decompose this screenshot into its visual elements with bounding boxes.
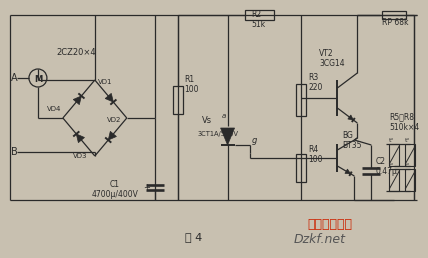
- Polygon shape: [345, 169, 351, 174]
- Text: R2
51k: R2 51k: [252, 10, 266, 29]
- Text: VD3: VD3: [73, 153, 87, 159]
- Polygon shape: [76, 134, 84, 143]
- Text: B: B: [11, 147, 18, 157]
- Text: 3CT1A/500V: 3CT1A/500V: [198, 131, 239, 137]
- Text: Dzkf.net: Dzkf.net: [294, 233, 345, 246]
- Text: VD2: VD2: [107, 117, 121, 123]
- Text: R1
100: R1 100: [184, 75, 199, 94]
- Bar: [172, 86, 183, 114]
- Text: t°: t°: [389, 138, 395, 143]
- Text: BG
BT35: BG BT35: [342, 131, 362, 150]
- Text: R5～R8
510k×4: R5～R8 510k×4: [389, 112, 419, 132]
- Text: t°: t°: [389, 163, 395, 168]
- Polygon shape: [108, 131, 116, 140]
- Text: +: +: [143, 182, 150, 191]
- Text: t°: t°: [405, 163, 411, 168]
- Bar: [405, 169, 415, 191]
- Text: R3
220: R3 220: [309, 72, 323, 92]
- Text: t°: t°: [405, 138, 411, 143]
- Text: 2CZ20×4: 2CZ20×4: [56, 48, 95, 57]
- Bar: [297, 84, 306, 116]
- Text: 电子开发社区: 电子开发社区: [307, 218, 352, 231]
- Polygon shape: [105, 93, 113, 102]
- Polygon shape: [348, 115, 354, 120]
- Bar: [297, 154, 306, 182]
- Text: C2
0.47μ: C2 0.47μ: [375, 157, 397, 176]
- Text: VD4: VD4: [47, 106, 61, 112]
- Text: Vs: Vs: [202, 116, 212, 125]
- Text: VD1: VD1: [98, 79, 112, 85]
- Text: a: a: [222, 113, 226, 119]
- Text: M: M: [34, 75, 42, 84]
- Bar: [389, 169, 399, 191]
- Text: VT2
3CG14: VT2 3CG14: [319, 49, 345, 68]
- Bar: [389, 144, 399, 166]
- Text: RP 68k: RP 68k: [382, 18, 409, 27]
- Polygon shape: [73, 96, 81, 105]
- Bar: [405, 144, 415, 166]
- Text: A: A: [11, 73, 18, 83]
- Polygon shape: [220, 128, 235, 145]
- Text: C1
4700μ/400V: C1 4700μ/400V: [91, 180, 138, 199]
- Bar: [382, 11, 406, 19]
- Text: g: g: [252, 136, 257, 145]
- Text: R4
100: R4 100: [309, 144, 323, 164]
- Text: 图 4: 图 4: [185, 232, 202, 242]
- Bar: [244, 10, 274, 20]
